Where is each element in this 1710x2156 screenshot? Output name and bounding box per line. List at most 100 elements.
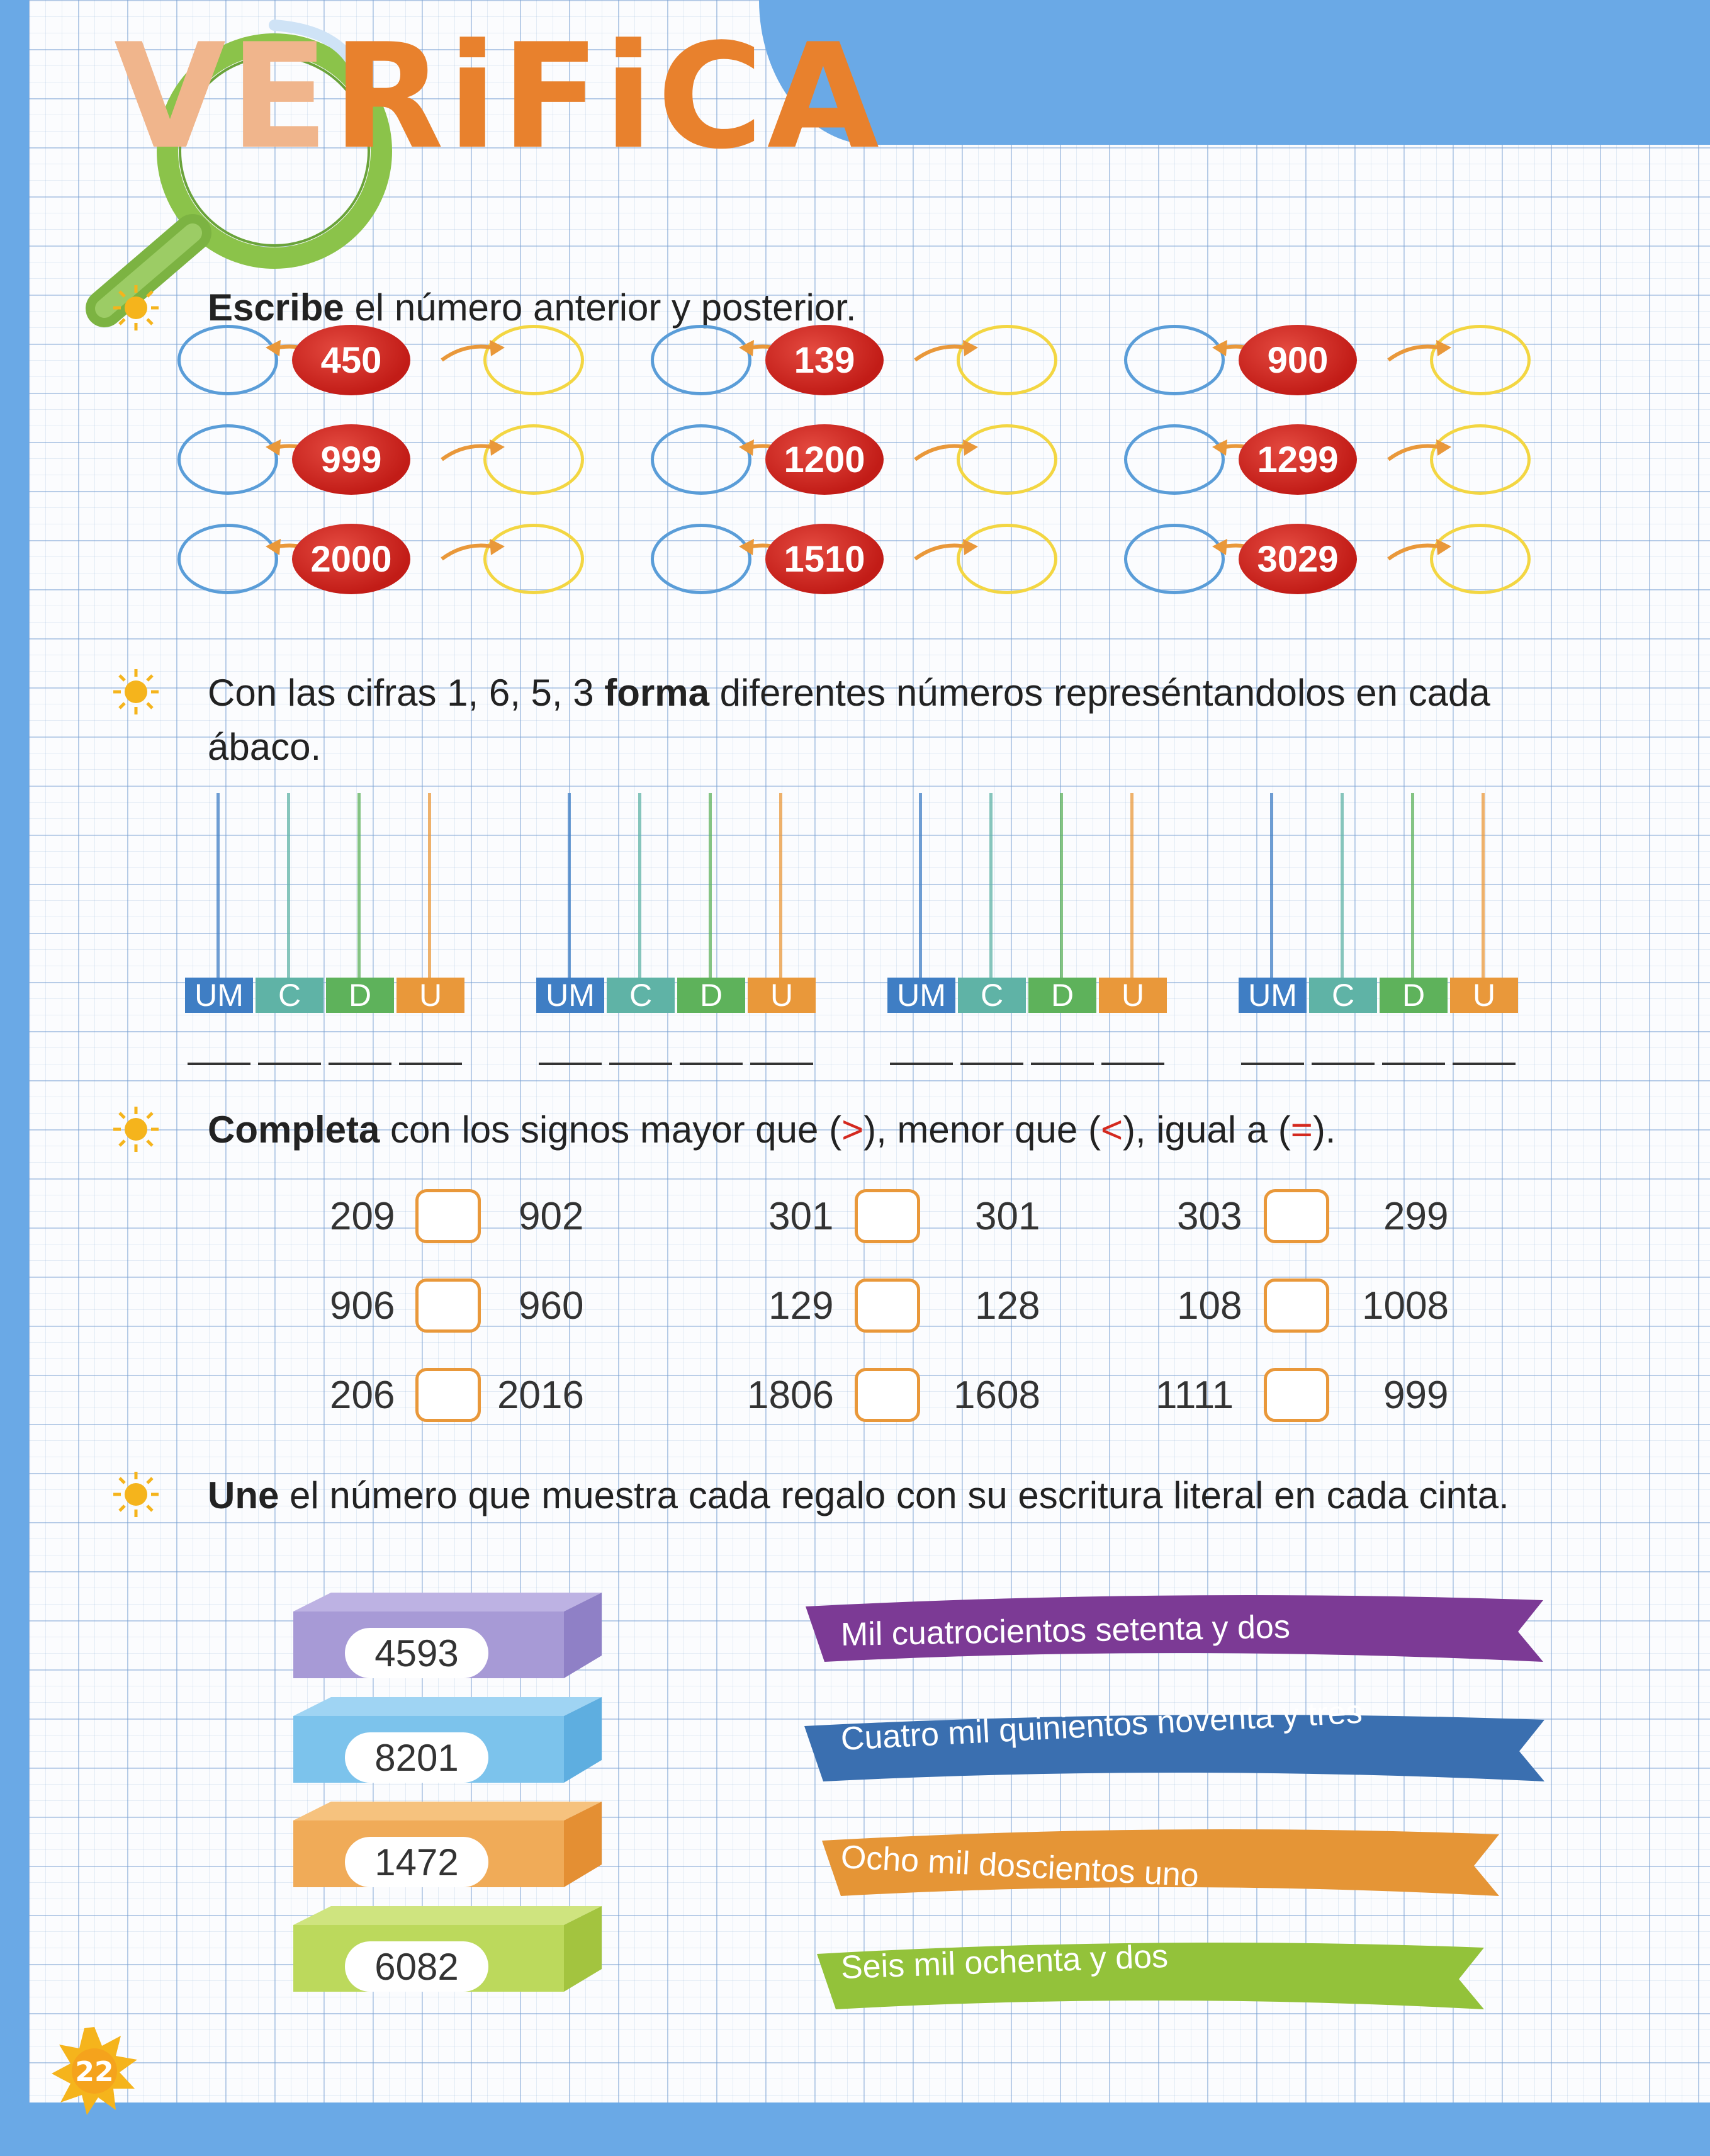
next-number-oval[interactable] xyxy=(483,524,584,594)
abacus-label: U xyxy=(748,978,816,1013)
answer-blank[interactable] xyxy=(539,1063,602,1065)
sign-box[interactable] xyxy=(1264,1368,1329,1422)
abacus-label: U xyxy=(397,978,464,1013)
left-number: 1111 xyxy=(1156,1374,1234,1417)
given-number: 1299 xyxy=(1239,424,1357,495)
abacus-rod xyxy=(989,793,993,982)
ribbon xyxy=(804,1715,1544,1781)
sign-box[interactable] xyxy=(415,1278,481,1333)
ribbon xyxy=(822,1829,1499,1896)
gift-number: 6082 xyxy=(345,1941,488,1992)
right-number: 299 xyxy=(1383,1195,1449,1238)
abacus-rod xyxy=(287,793,290,982)
abacus-label: C xyxy=(607,978,675,1013)
ribbon xyxy=(806,1595,1543,1662)
abacus-label: UM xyxy=(185,978,253,1013)
top-right-banner xyxy=(759,0,1710,145)
next-number-oval[interactable] xyxy=(1430,325,1531,395)
abacus-rod xyxy=(919,793,922,982)
abacus-rod xyxy=(1130,793,1133,982)
previous-number-oval[interactable] xyxy=(177,325,278,395)
answer-blank[interactable] xyxy=(890,1063,953,1065)
abacus-label: D xyxy=(1380,978,1448,1013)
answer-blank[interactable] xyxy=(750,1063,813,1065)
right-number: 1608 xyxy=(953,1374,1040,1417)
sign-box[interactable] xyxy=(1264,1278,1329,1333)
ribbon xyxy=(817,1943,1484,2009)
abacus-rod xyxy=(709,793,712,982)
instruction-2: Con las cifras 1, 6, 5, 3 forma diferent… xyxy=(208,672,1490,768)
previous-number-oval[interactable] xyxy=(651,424,751,495)
given-number: 1200 xyxy=(765,424,884,495)
left-number: 1806 xyxy=(747,1374,834,1417)
answer-blank[interactable] xyxy=(1453,1063,1516,1065)
abacus-rod xyxy=(568,793,571,982)
right-number: 999 xyxy=(1383,1374,1449,1417)
given-number: 999 xyxy=(292,424,410,495)
right-number: 2016 xyxy=(497,1374,584,1417)
sign-box[interactable] xyxy=(855,1368,920,1422)
answer-blank[interactable] xyxy=(1312,1063,1375,1065)
next-number-oval[interactable] xyxy=(483,325,584,395)
answer-blank[interactable] xyxy=(1382,1063,1445,1065)
abacus-rod xyxy=(1270,793,1273,982)
left-number: 303 xyxy=(1177,1195,1242,1238)
answer-blank[interactable] xyxy=(1031,1063,1094,1065)
sign-box[interactable] xyxy=(855,1189,920,1243)
sun-icon xyxy=(113,1472,159,1517)
gift-number: 4593 xyxy=(345,1628,488,1678)
page-title: VERiFiCA xyxy=(114,13,883,181)
left-number: 108 xyxy=(1177,1284,1242,1328)
next-number-oval[interactable] xyxy=(957,424,1057,495)
answer-blank[interactable] xyxy=(680,1063,743,1065)
sun-icon xyxy=(113,669,159,714)
abacus-label: UM xyxy=(536,978,604,1013)
answer-blank[interactable] xyxy=(329,1063,391,1065)
magnifier-icon xyxy=(86,20,392,327)
answer-blank[interactable] xyxy=(399,1063,462,1065)
sign-box[interactable] xyxy=(1264,1189,1329,1243)
given-number: 450 xyxy=(292,325,410,395)
sun-icon xyxy=(113,1107,159,1152)
right-number: 128 xyxy=(975,1284,1040,1328)
previous-number-oval[interactable] xyxy=(651,524,751,594)
abacus-rod xyxy=(217,793,220,982)
answer-blank[interactable] xyxy=(188,1063,250,1065)
right-number: 301 xyxy=(975,1195,1040,1238)
previous-number-oval[interactable] xyxy=(177,424,278,495)
abacus-rod xyxy=(1341,793,1344,982)
left-number: 129 xyxy=(768,1284,834,1328)
left-border xyxy=(0,0,29,2156)
page-number: 22 xyxy=(75,2056,113,2088)
right-number: 1008 xyxy=(1362,1284,1449,1328)
answer-blank[interactable] xyxy=(960,1063,1023,1065)
previous-number-oval[interactable] xyxy=(1124,325,1225,395)
left-number: 206 xyxy=(330,1374,395,1417)
abacus-label: UM xyxy=(1239,978,1307,1013)
next-number-oval[interactable] xyxy=(1430,424,1531,495)
next-number-oval[interactable] xyxy=(957,325,1057,395)
answer-blank[interactable] xyxy=(1101,1063,1164,1065)
abacus-label: D xyxy=(677,978,745,1013)
instruction-3: Completa con los signos mayor que (>), m… xyxy=(208,1109,1336,1151)
given-number: 3029 xyxy=(1239,524,1357,594)
answer-blank[interactable] xyxy=(1241,1063,1304,1065)
abacus-label: C xyxy=(1309,978,1377,1013)
sign-box[interactable] xyxy=(415,1368,481,1422)
answer-blank[interactable] xyxy=(258,1063,321,1065)
previous-number-oval[interactable] xyxy=(1124,524,1225,594)
next-number-oval[interactable] xyxy=(957,524,1057,594)
sun-icon xyxy=(113,285,159,330)
given-number: 1510 xyxy=(765,524,884,594)
next-number-oval[interactable] xyxy=(483,424,584,495)
left-number: 906 xyxy=(330,1284,395,1328)
previous-number-oval[interactable] xyxy=(1124,424,1225,495)
answer-blank[interactable] xyxy=(609,1063,672,1065)
next-number-oval[interactable] xyxy=(1430,524,1531,594)
left-number: 209 xyxy=(330,1195,395,1238)
previous-number-oval[interactable] xyxy=(651,325,751,395)
sign-box[interactable] xyxy=(855,1278,920,1333)
previous-number-oval[interactable] xyxy=(177,524,278,594)
abacus-label: U xyxy=(1450,978,1518,1013)
sign-box[interactable] xyxy=(415,1189,481,1243)
